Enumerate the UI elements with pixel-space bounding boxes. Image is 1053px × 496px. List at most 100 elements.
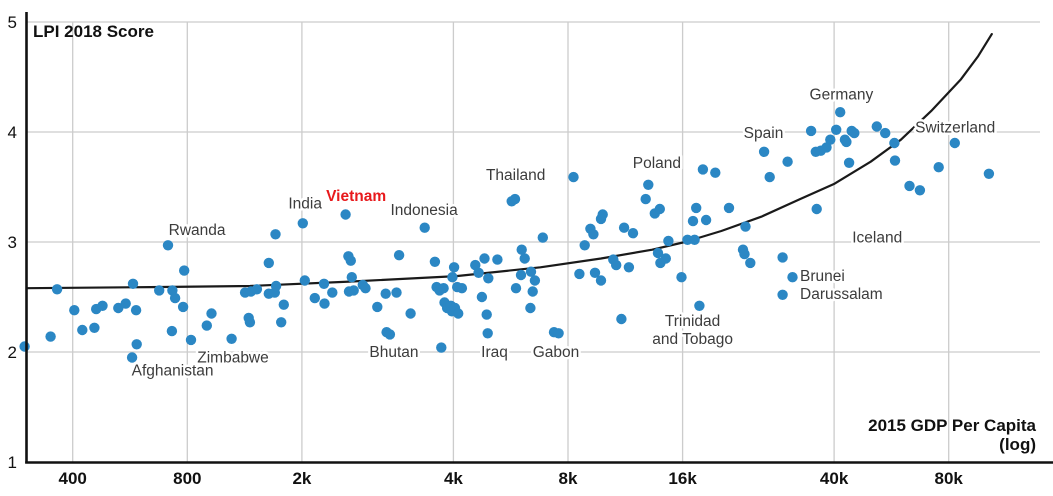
data-point [393, 250, 405, 261]
data-point [510, 283, 522, 294]
x-tick-label: 400 [59, 469, 87, 488]
country-label: Spain [744, 125, 784, 142]
data-point [691, 202, 702, 214]
data-point [529, 275, 541, 286]
data-point [821, 142, 832, 153]
data-point [782, 156, 793, 167]
data-point [519, 253, 530, 264]
data-point [627, 228, 639, 239]
data-point [327, 287, 338, 298]
x-tick-label: 4k [444, 469, 463, 488]
data-point [89, 322, 100, 333]
data-point [871, 121, 882, 132]
data-point [19, 341, 30, 352]
data-point [278, 299, 289, 310]
data-point [574, 268, 585, 280]
data-point [835, 107, 846, 118]
data-point [700, 214, 712, 226]
data-point [516, 244, 527, 255]
x-axis-title-line1: 2015 GDP Per Capita [868, 416, 1036, 435]
country-label: Rwanda [169, 222, 226, 239]
data-point [447, 272, 458, 283]
country-label: Brunei Darussalam [800, 268, 883, 303]
data-point [618, 222, 630, 233]
data-point [127, 278, 139, 289]
data-point [643, 179, 654, 190]
country-label: Trinidad and Tobago [652, 313, 733, 348]
data-point [831, 124, 842, 135]
data-point [811, 203, 822, 215]
data-point [623, 262, 635, 273]
data-point [297, 218, 308, 229]
y-tick-label: 2 [8, 343, 17, 362]
data-point [309, 292, 320, 304]
x-tick-label: 16k [668, 469, 697, 488]
x-tick-label: 8k [559, 469, 578, 488]
y-tick-label: 1 [8, 453, 17, 472]
country-label: Thailand [486, 167, 545, 184]
data-point [206, 308, 217, 319]
data-point [611, 259, 622, 271]
y-tick-label: 5 [8, 13, 17, 32]
data-point [126, 352, 138, 363]
data-point [372, 301, 383, 313]
data-point [244, 317, 256, 328]
data-point [525, 302, 536, 314]
data-point [589, 267, 601, 278]
data-point [154, 285, 165, 296]
data-point [787, 272, 798, 283]
data-point [616, 313, 627, 325]
data-point [177, 301, 189, 313]
data-point [130, 305, 142, 316]
data-point [201, 320, 212, 331]
data-point [456, 283, 468, 294]
data-point [179, 265, 190, 276]
data-point [889, 155, 901, 166]
country-label: Indonesia [390, 202, 458, 219]
data-point [481, 309, 492, 320]
data-point [131, 339, 142, 350]
data-point [185, 334, 197, 346]
country-label: India [288, 196, 322, 213]
data-point [453, 308, 464, 319]
country-label: Afghanistan [132, 363, 214, 380]
data-point [676, 272, 687, 283]
data-point [343, 286, 355, 297]
data-point [515, 269, 527, 281]
country-label: Vietnam [326, 188, 386, 205]
data-point [595, 275, 607, 286]
data-point [697, 164, 709, 175]
data-point [758, 146, 770, 157]
data-point [438, 283, 449, 294]
data-point [346, 272, 357, 283]
data-point [166, 325, 178, 337]
data-point [694, 300, 705, 311]
x-axis-title: 2015 GDP Per Capita (log) [868, 416, 1036, 454]
x-tick-label: 2k [292, 469, 311, 488]
data-point [476, 291, 488, 303]
data-point [343, 251, 354, 262]
data-point [553, 328, 564, 339]
data-point [77, 324, 88, 336]
country-label: Germany [810, 87, 874, 104]
data-point [340, 209, 351, 220]
data-point [429, 256, 441, 267]
data-point [663, 235, 674, 247]
x-tick-label: 40k [820, 469, 849, 488]
x-tick-label: 80k [935, 469, 964, 488]
data-point [509, 193, 521, 205]
data-point [660, 253, 671, 264]
data-point [652, 247, 664, 259]
data-point [537, 232, 548, 243]
x-axis-tick-labels: 400 800 2k 4k 8k 16k 40k 80k [59, 469, 964, 488]
data-point [710, 167, 721, 178]
data-point [527, 286, 538, 297]
data-point [687, 215, 699, 227]
y-axis-tick-labels: 1 2 3 4 5 [8, 13, 17, 472]
data-point [689, 234, 700, 245]
data-point [777, 252, 788, 263]
data-point [492, 254, 503, 265]
data-point [640, 193, 651, 205]
data-point [162, 240, 174, 251]
data-point [654, 203, 665, 215]
